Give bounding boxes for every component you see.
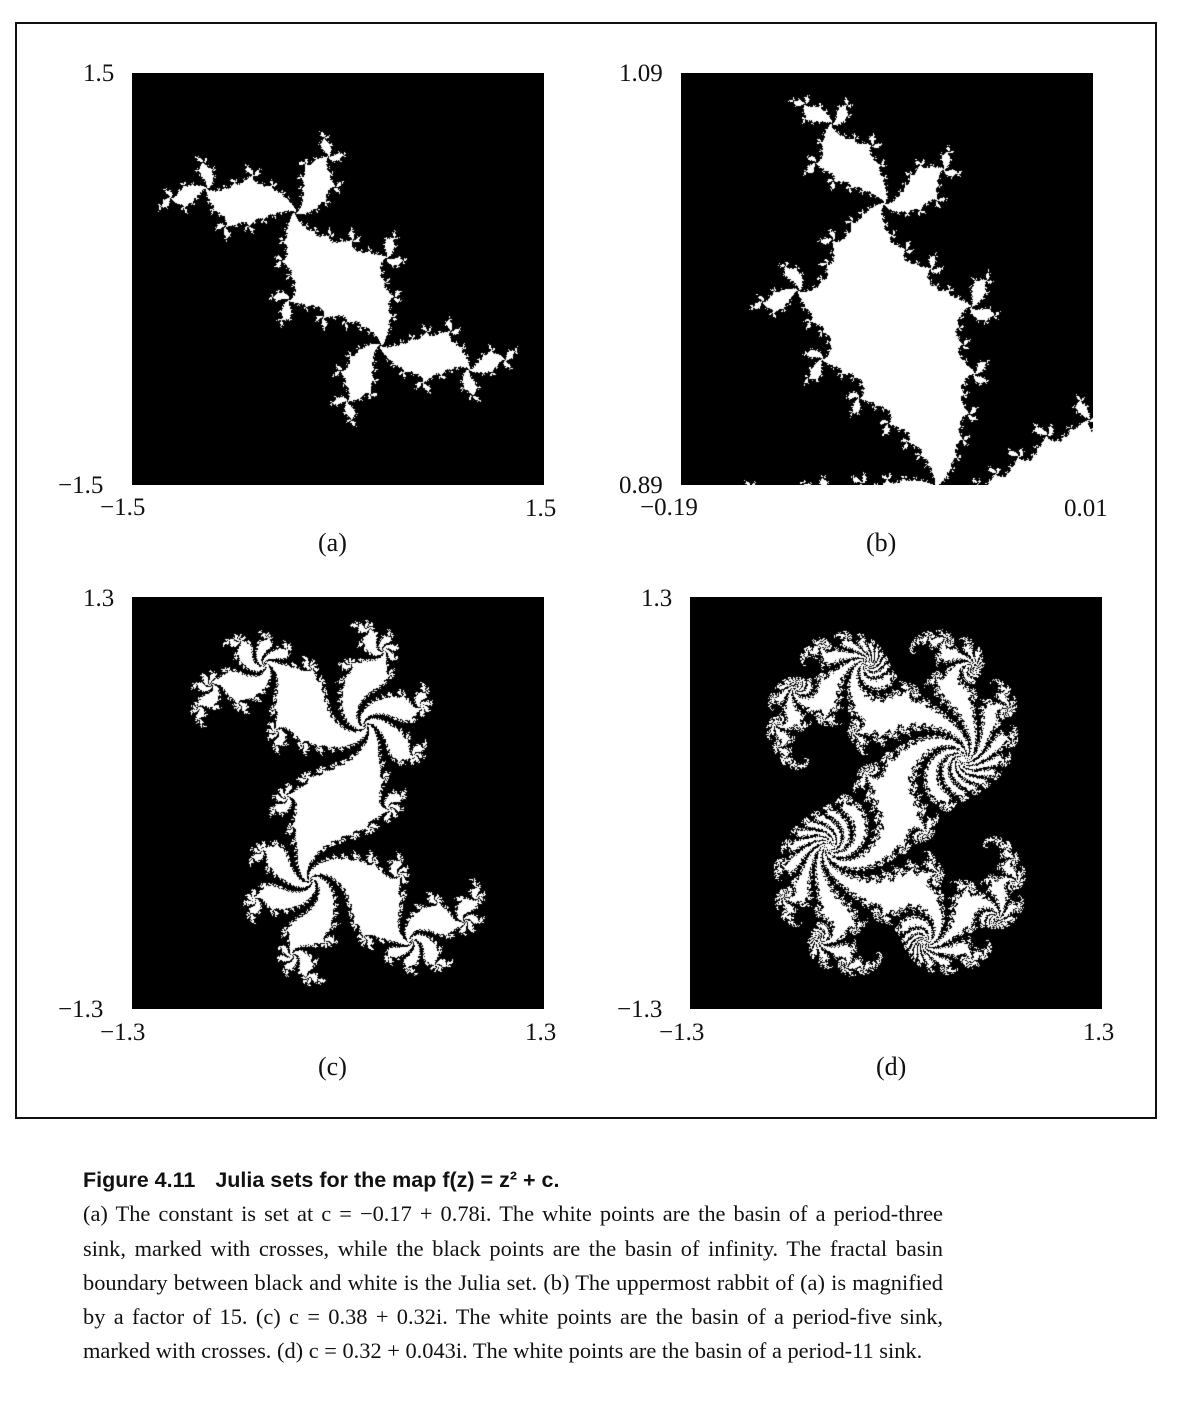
julia-canvas-b — [681, 73, 1093, 485]
x-left-tick-d: −1.3 — [659, 1020, 704, 1045]
julia-canvas-c — [132, 597, 544, 1009]
x-right-tick-a: 1.5 — [525, 496, 556, 521]
x-left-tick-b: −0.19 — [640, 495, 698, 520]
figure-number: Figure 4.11 — [83, 1168, 195, 1192]
julia-plot-b — [681, 73, 1093, 485]
panel-label-c: (c) — [318, 1054, 347, 1080]
panel-label-a: (a) — [318, 530, 347, 556]
julia-canvas-d — [690, 597, 1102, 1009]
x-right-tick-b: 0.01 — [1064, 496, 1108, 521]
panel-label-d: (d) — [876, 1054, 906, 1080]
julia-plot-d — [690, 597, 1102, 1009]
x-right-tick-d: 1.3 — [1083, 1020, 1114, 1045]
julia-canvas-a — [132, 73, 544, 485]
panel-label-b: (b) — [866, 530, 896, 556]
y-top-tick-c: 1.3 — [83, 586, 114, 611]
julia-plot-a — [132, 73, 544, 485]
figure-caption: Figure 4.11 Julia sets for the map f(z) =… — [83, 1163, 943, 1369]
caption-title: Julia sets for the map f(z) = z² + c. — [215, 1168, 559, 1192]
julia-plot-c — [132, 597, 544, 1009]
y-top-tick-a: 1.5 — [83, 61, 114, 86]
x-right-tick-c: 1.3 — [525, 1020, 556, 1045]
y-bottom-tick-d: −1.3 — [617, 997, 662, 1022]
x-left-tick-a: −1.5 — [100, 495, 145, 520]
y-top-tick-d: 1.3 — [641, 586, 672, 611]
y-bottom-tick-c: −1.3 — [58, 997, 103, 1022]
y-top-tick-b: 1.09 — [619, 61, 663, 86]
caption-text: (a) The constant is set at c = −0.17 + 0… — [83, 1197, 943, 1368]
x-left-tick-c: −1.3 — [100, 1020, 145, 1045]
y-bottom-tick-a: −1.5 — [58, 473, 103, 498]
caption-heading: Figure 4.11 Julia sets for the map f(z) =… — [83, 1163, 943, 1197]
